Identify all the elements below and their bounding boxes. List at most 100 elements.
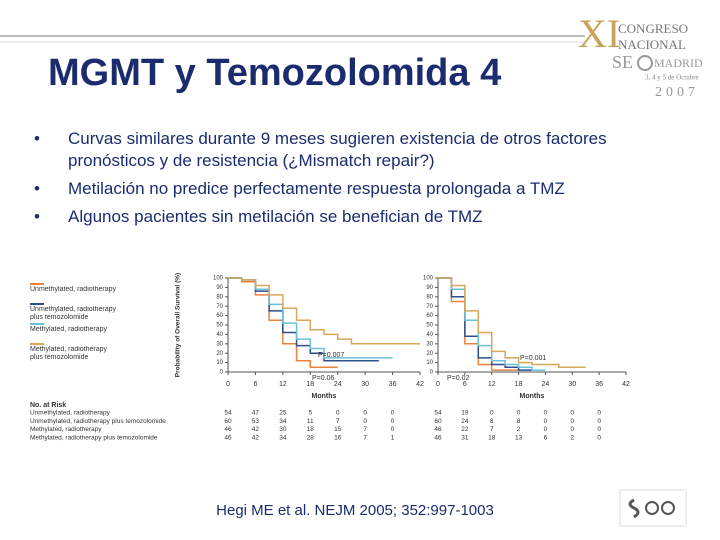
risk-title: No. at Risk bbox=[30, 402, 66, 409]
risk-count: 0 bbox=[544, 426, 548, 433]
y-tick-label: 100 bbox=[423, 276, 434, 282]
y-tick-label: 0 bbox=[430, 370, 434, 376]
y-tick-label: 30 bbox=[426, 341, 433, 347]
risk-count: 0 bbox=[490, 410, 494, 417]
logo-text: 2007 bbox=[655, 85, 699, 100]
x-tick-label: 36 bbox=[595, 381, 603, 388]
risk-count: 0 bbox=[391, 426, 395, 433]
risk-label: Methylated, radiotherapy plus temozolomi… bbox=[30, 434, 158, 441]
legend-label: Unmethylated, radiotherapy bbox=[30, 286, 116, 293]
x-tick-label: 30 bbox=[361, 381, 369, 388]
risk-count: 46 bbox=[224, 434, 232, 441]
risk-count: 54 bbox=[434, 410, 442, 417]
risk-count: 54 bbox=[224, 410, 232, 417]
y-tick-label: 30 bbox=[216, 341, 223, 347]
risk-count: 8 bbox=[517, 418, 521, 425]
survival-curve bbox=[438, 277, 586, 369]
risk-count: 13 bbox=[515, 434, 523, 441]
x-tick-label: 6 bbox=[463, 381, 467, 388]
x-tick-label: 0 bbox=[436, 381, 440, 388]
x-tick-label: 24 bbox=[334, 381, 342, 388]
risk-count: 7 bbox=[490, 426, 494, 433]
logo-icon bbox=[637, 55, 653, 71]
risk-count: 0 bbox=[363, 418, 367, 425]
risk-count: 16 bbox=[334, 434, 342, 441]
y-tick-label: 40 bbox=[216, 332, 223, 338]
citation: Hegi ME et al. NEJM 2005; 352:997-1003 bbox=[216, 502, 494, 519]
risk-count: 60 bbox=[224, 418, 232, 425]
risk-count: 18 bbox=[488, 434, 496, 441]
survival-curve bbox=[228, 277, 379, 362]
risk-label: Methylated, radiotherapy bbox=[30, 426, 102, 433]
y-tick-label: 20 bbox=[426, 351, 433, 357]
legend-label: Unmethylated, radiotherapy plus temozolo… bbox=[30, 306, 116, 321]
bullet: Algunos pacientes sin metilación se bene… bbox=[30, 206, 660, 228]
x-axis-label: Months bbox=[312, 393, 337, 400]
risk-count: 19 bbox=[461, 410, 469, 417]
y-tick-label: 90 bbox=[216, 285, 223, 291]
logo-brand: SE bbox=[612, 52, 633, 72]
y-tick-label: 60 bbox=[216, 313, 223, 319]
risk-count: 31 bbox=[461, 434, 469, 441]
risk-count: 15 bbox=[334, 426, 342, 433]
risk-count: 0 bbox=[597, 418, 601, 425]
risk-count: 30 bbox=[279, 426, 287, 433]
x-tick-label: 42 bbox=[622, 381, 630, 388]
x-tick-label: 18 bbox=[515, 381, 523, 388]
risk-count: 42 bbox=[252, 426, 260, 433]
risk-count: 46 bbox=[224, 426, 232, 433]
x-tick-label: 30 bbox=[568, 381, 576, 388]
legend-label: Methylated, radiotherapy bbox=[30, 326, 108, 333]
risk-count: 46 bbox=[434, 434, 442, 441]
y-tick-label: 80 bbox=[216, 294, 223, 300]
y-tick-label: 0 bbox=[220, 370, 224, 376]
risk-count: 0 bbox=[570, 426, 574, 433]
risk-count: 7 bbox=[363, 434, 367, 441]
risk-count: 18 bbox=[307, 426, 315, 433]
risk-count: 7 bbox=[363, 426, 367, 433]
x-tick-label: 12 bbox=[279, 381, 287, 388]
risk-count: 0 bbox=[363, 410, 367, 417]
risk-count: 46 bbox=[434, 426, 442, 433]
x-tick-label: 12 bbox=[488, 381, 496, 388]
logo-text: CONGRESO bbox=[618, 21, 688, 36]
x-tick-label: 18 bbox=[306, 381, 314, 388]
risk-count: 11 bbox=[307, 418, 314, 425]
risk-label: Unmethylated, radiotherapy bbox=[30, 410, 111, 417]
y-axis-label: Probability of Overall Survival (%) bbox=[175, 273, 182, 377]
x-tick-label: 24 bbox=[542, 381, 550, 388]
logo-numeral: XI bbox=[578, 11, 620, 56]
risk-count: 25 bbox=[279, 410, 287, 417]
annotation: P=0.001 bbox=[520, 355, 546, 362]
risk-count: 53 bbox=[252, 418, 260, 425]
x-tick-label: 42 bbox=[416, 381, 424, 388]
x-axis-label: Months bbox=[520, 393, 545, 400]
legend-entry: Unmethylated, radiotherapy plus temozolo… bbox=[30, 306, 116, 321]
risk-count: 34 bbox=[279, 418, 287, 425]
risk-count: 24 bbox=[461, 418, 469, 425]
risk-count: 0 bbox=[597, 410, 601, 417]
survival-curve bbox=[228, 277, 393, 359]
risk-count: 2 bbox=[517, 426, 521, 433]
survival-curve bbox=[438, 277, 532, 371]
bullets: Curvas similares durante 9 meses sugiere… bbox=[30, 128, 660, 234]
y-tick-label: 70 bbox=[426, 304, 433, 310]
annotation: P=0.007 bbox=[318, 352, 344, 359]
risk-count: 7 bbox=[336, 418, 340, 425]
risk-count: 47 bbox=[252, 410, 260, 417]
legend-label: Methylated, radiotherapy plus temozolomi… bbox=[30, 346, 108, 361]
survival-curve bbox=[228, 277, 420, 345]
risk-count: 42 bbox=[252, 434, 260, 441]
y-tick-label: 50 bbox=[216, 323, 223, 329]
risk-count: 0 bbox=[544, 410, 548, 417]
bullet: Curvas similares durante 9 meses sugiere… bbox=[30, 128, 660, 172]
risk-count: 0 bbox=[597, 426, 601, 433]
x-tick-label: 6 bbox=[253, 381, 257, 388]
slide-title: MGMT y Temozolomida 4 bbox=[48, 52, 502, 94]
y-tick-label: 60 bbox=[426, 313, 433, 319]
y-tick-label: 90 bbox=[426, 285, 433, 291]
risk-count: 22 bbox=[461, 426, 469, 433]
y-tick-label: 50 bbox=[426, 323, 433, 329]
